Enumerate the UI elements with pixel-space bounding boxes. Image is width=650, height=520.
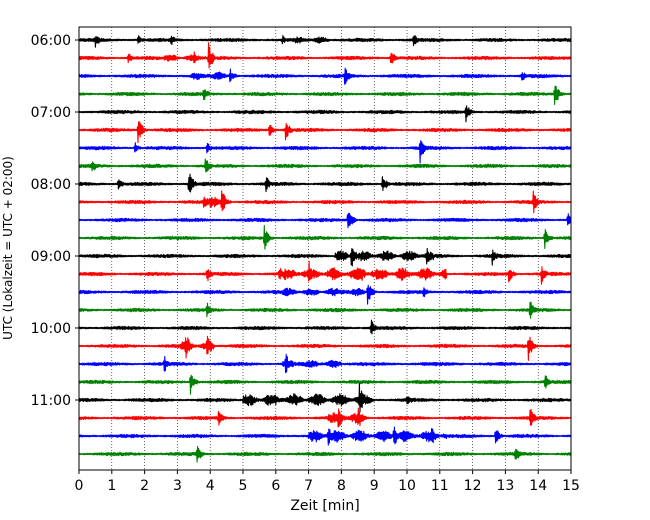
x-tick-label-7: 7 bbox=[304, 478, 313, 494]
trace-12 bbox=[78, 247, 572, 267]
x-axis-label: Zeit [min] bbox=[290, 498, 359, 514]
x-tick-label-3: 3 bbox=[173, 478, 182, 494]
x-tick-label-12: 12 bbox=[464, 478, 482, 494]
seismic-traces bbox=[78, 35, 572, 463]
trace-23 bbox=[78, 445, 572, 463]
trace-6 bbox=[78, 140, 572, 164]
y-axis-label: UTC (Lokalzeit = UTC + 02:00) bbox=[1, 156, 15, 340]
trace-14 bbox=[78, 284, 572, 305]
trace-7 bbox=[78, 158, 572, 173]
x-tick-label-11: 11 bbox=[431, 478, 449, 494]
trace-2 bbox=[78, 67, 572, 85]
trace-19 bbox=[78, 374, 572, 395]
y-axis-ticks: 06:00 07:00 08:00 09:00 10:00 11:00 bbox=[31, 33, 79, 409]
y-tick-label-4: 10:00 bbox=[31, 321, 71, 337]
trace-22 bbox=[78, 426, 572, 446]
y-tick-label-5: 11:00 bbox=[31, 393, 71, 409]
x-tick-label-8: 8 bbox=[337, 478, 346, 494]
x-tick-label-15: 15 bbox=[562, 478, 580, 494]
trace-16 bbox=[78, 319, 572, 335]
x-axis-ticks: 0 1 2 3 4 5 6 7 8 9 10 11 12 13 14 15 bbox=[75, 470, 580, 494]
trace-13 bbox=[78, 260, 572, 285]
x-tick-label-4: 4 bbox=[206, 478, 215, 494]
trace-9 bbox=[78, 190, 572, 214]
trace-0 bbox=[78, 35, 572, 48]
trace-18 bbox=[78, 353, 572, 374]
x-tick-label-1: 1 bbox=[107, 478, 116, 494]
trace-5 bbox=[78, 121, 572, 144]
trace-20 bbox=[78, 383, 572, 413]
trace-10 bbox=[78, 212, 572, 229]
trace-15 bbox=[78, 301, 572, 319]
x-tick-label-13: 13 bbox=[496, 478, 514, 494]
trace-11 bbox=[78, 225, 572, 250]
trace-8 bbox=[78, 173, 572, 193]
x-tick-label-5: 5 bbox=[239, 478, 248, 494]
plot-background bbox=[79, 27, 571, 470]
x-tick-label-6: 6 bbox=[271, 478, 280, 494]
trace-21 bbox=[78, 407, 572, 428]
x-tick-label-10: 10 bbox=[398, 478, 416, 494]
y-tick-label-3: 09:00 bbox=[31, 249, 71, 265]
y-tick-label-2: 08:00 bbox=[31, 177, 71, 193]
trace-1 bbox=[78, 42, 572, 69]
x-tick-label-2: 2 bbox=[140, 478, 149, 494]
y-tick-label-0: 06:00 bbox=[31, 33, 71, 49]
x-tick-label-14: 14 bbox=[529, 478, 547, 494]
trace-3 bbox=[78, 85, 572, 106]
trace-4 bbox=[78, 105, 572, 123]
x-tick-label-9: 9 bbox=[370, 478, 379, 494]
x-tick-label-0: 0 bbox=[75, 478, 84, 494]
trace-17 bbox=[78, 335, 572, 361]
plot-frame bbox=[78, 26, 572, 471]
y-tick-label-1: 07:00 bbox=[31, 105, 71, 121]
